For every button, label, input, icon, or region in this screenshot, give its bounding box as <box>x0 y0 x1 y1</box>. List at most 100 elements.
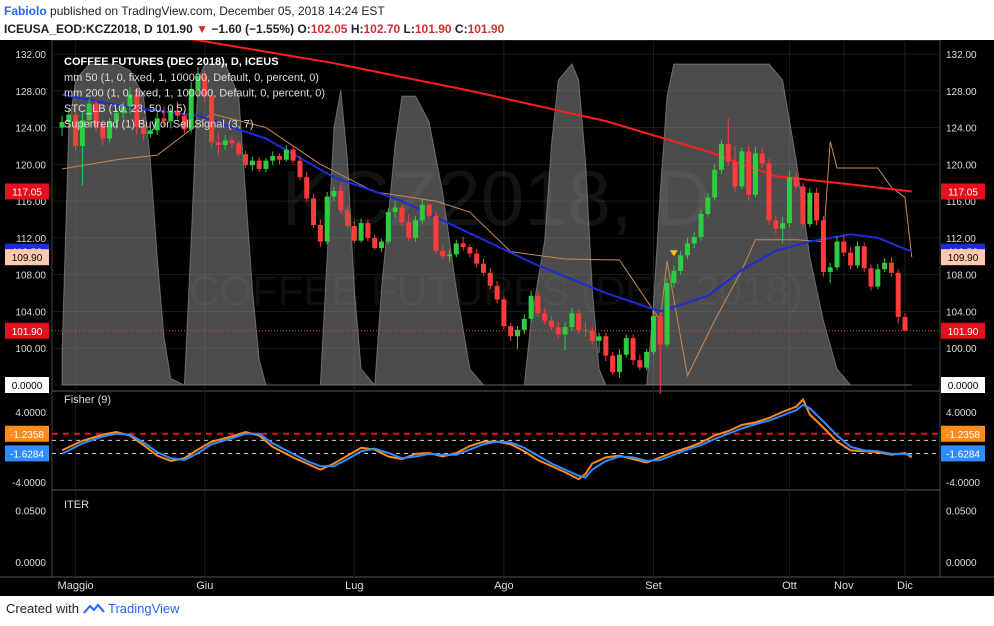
stc-area <box>61 63 912 387</box>
candle-body <box>603 336 609 356</box>
author-name[interactable]: Fabiolo <box>4 4 47 18</box>
candle-body <box>127 94 133 107</box>
candle-body <box>766 163 772 221</box>
candle-body <box>324 196 330 242</box>
buy-signal-icon <box>669 250 678 257</box>
fisher-tag-right-bg <box>941 425 985 442</box>
candle-body <box>868 268 874 287</box>
candle-body <box>304 177 310 199</box>
candle-body <box>569 313 575 328</box>
publish-line: Fabiolo published on TradingView.com, De… <box>4 4 385 18</box>
iter-tick-right: 0.0000 <box>946 558 977 569</box>
candle-body <box>752 153 758 195</box>
candle-body <box>848 252 854 266</box>
candle-body <box>59 122 65 128</box>
price-tag-left: 117.05 <box>12 187 42 198</box>
candle-body <box>759 153 765 164</box>
candle-body <box>73 114 79 146</box>
price-tag-left: 101.90 <box>12 327 43 338</box>
candle-body <box>270 156 276 161</box>
candle-body <box>521 318 527 330</box>
price-chart[interactable]: 132.00 132.00 128.00 128.00 124.00 124.00 120.… <box>0 40 994 596</box>
candle-body <box>528 295 534 319</box>
candle-body <box>657 316 663 345</box>
sma200-line <box>188 40 912 193</box>
candle-body <box>623 338 629 355</box>
y-tick-label-right: 124.00 <box>946 124 977 135</box>
candle-body <box>501 299 507 327</box>
open-label: O: <box>297 22 311 36</box>
fisher-tag-right: -1.6284 <box>946 449 980 460</box>
candle-body <box>392 207 398 213</box>
indicator-legend: mm 50 (1, 0, fixed, 1, 100000, Default, … <box>64 72 319 84</box>
price-tag-right-bg <box>941 183 985 200</box>
fisher-tag-left: -1.2358 <box>10 430 44 441</box>
candle-body <box>895 272 901 317</box>
candle-body <box>705 197 711 214</box>
chart-title: COFFEE FUTURES (DEC 2018), D, ICEUS <box>64 56 279 68</box>
price-tag-right: 101.90 <box>948 327 979 338</box>
price-tag-left-bg <box>5 183 49 200</box>
candle-body <box>175 111 181 116</box>
candle-body <box>277 156 283 160</box>
indicator-legend: Supertrend (1) Buy or Sell Signal (3, 7) <box>64 119 254 131</box>
price-tag-right: 109.90 <box>948 253 979 264</box>
candle-body <box>229 140 235 144</box>
candle-body <box>66 114 72 123</box>
low-value: 101.90 <box>414 22 452 36</box>
candle-body <box>644 351 650 368</box>
indicator-legend: mm 200 (1, 0, fixed, 1, 100000, Default,… <box>64 88 325 100</box>
candle-body <box>827 267 833 272</box>
candle-body <box>154 118 160 131</box>
close-value: 101.90 <box>467 22 505 36</box>
price-tag-right-bg <box>941 377 985 393</box>
tradingview-brand[interactable]: TradingView <box>108 601 180 616</box>
x-axis-label: Ott <box>782 580 797 592</box>
fisher-line <box>61 397 913 481</box>
candle-body <box>664 282 670 345</box>
last-price: 101.90 <box>156 22 193 36</box>
candle-body <box>780 223 786 229</box>
y-tick-label-right: 128.00 <box>946 87 977 98</box>
candle-body <box>671 270 677 283</box>
candle-body <box>161 118 167 122</box>
candle-body <box>637 360 643 368</box>
fisher-tag-right: -1.2358 <box>946 430 980 441</box>
fisher-tick-right: -4.0000 <box>946 478 980 489</box>
candle-body <box>555 327 561 335</box>
open-value: 102.05 <box>310 22 348 36</box>
candle-body <box>861 246 867 269</box>
candle-body <box>820 220 826 272</box>
candle-body <box>589 330 595 341</box>
candle-body <box>739 151 745 187</box>
candle-body <box>447 254 453 257</box>
candle-body <box>222 140 228 146</box>
down-arrow-icon: ▼ <box>196 22 208 36</box>
high-value: 102.70 <box>363 22 401 36</box>
candle-body <box>684 243 690 256</box>
candle-body <box>141 126 147 134</box>
candle-body <box>168 111 174 122</box>
candle-body <box>249 160 255 166</box>
candle-body <box>800 186 806 225</box>
candle-body <box>283 149 289 160</box>
candle-body <box>263 160 269 169</box>
candle-body <box>460 243 466 248</box>
iter-tick-right: 0.0500 <box>946 507 977 518</box>
candle-body <box>725 144 731 162</box>
fisher-tag-right-bg <box>941 445 985 462</box>
candle-body <box>358 223 364 241</box>
x-axis-label: Lug <box>345 580 363 592</box>
price-tag-right: 0.0000 <box>948 381 979 392</box>
y-tick-label-right: 104.00 <box>946 307 977 318</box>
candle-body <box>508 326 514 337</box>
candle-body <box>548 320 554 328</box>
candle-body <box>86 103 92 121</box>
footer: Created with TradingView <box>6 601 180 616</box>
x-axis-label: Set <box>645 580 662 592</box>
y-tick-label-right: 116.00 <box>946 197 976 208</box>
candle-body <box>209 96 215 143</box>
candle-body <box>610 355 616 373</box>
candle-body <box>385 212 391 242</box>
candle-body <box>562 327 568 335</box>
